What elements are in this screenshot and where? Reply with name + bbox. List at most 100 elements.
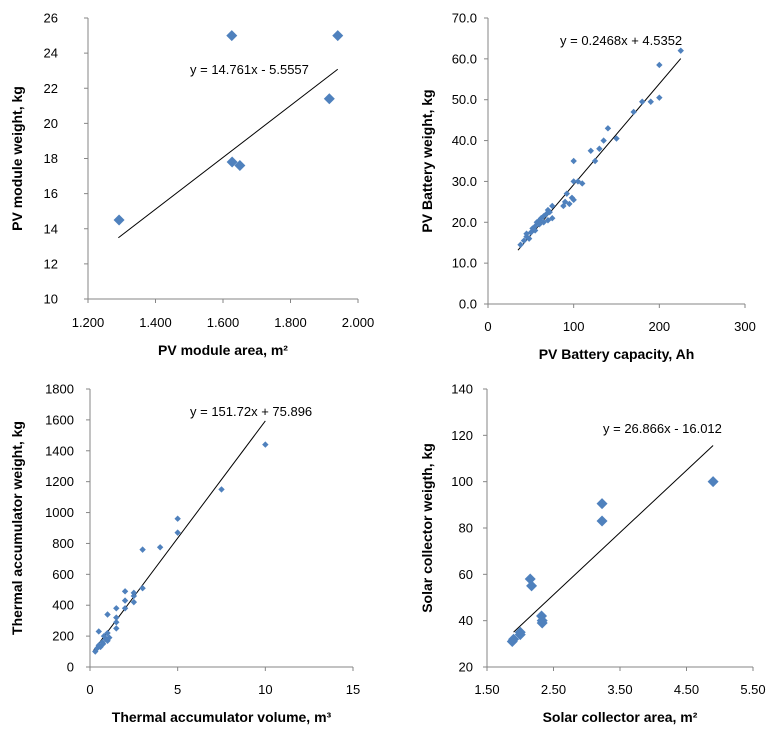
data-point <box>526 580 538 592</box>
data-point <box>591 157 599 165</box>
x-tick-label: 200 <box>648 319 670 334</box>
y-tick-label: 1400 <box>45 443 74 458</box>
data-point <box>226 30 238 42</box>
data-point <box>332 30 344 42</box>
y-axis-title: PV module weight, kg <box>9 86 25 231</box>
y-tick-label: 1800 <box>45 382 74 397</box>
data-point <box>106 634 113 641</box>
y-tick-label: 800 <box>52 536 74 551</box>
y-tick-label: 1600 <box>45 412 74 427</box>
data-point <box>570 196 577 204</box>
y-tick-label: 20 <box>459 660 473 675</box>
data-point <box>523 230 530 237</box>
data-point <box>656 94 663 101</box>
data-point <box>174 515 181 522</box>
x-tick-label: 15 <box>346 682 360 697</box>
y-tick-label: 30.0 <box>452 174 477 189</box>
data-point <box>596 498 608 510</box>
trendline-equation: y = 26.866x - 16.012 <box>603 421 722 436</box>
trendline <box>517 58 682 251</box>
data-point <box>130 598 138 606</box>
trendline <box>513 445 714 633</box>
y-tick-label: 120 <box>451 428 473 443</box>
chart-panel-4: 20 40 60 80 100 120 140 1.50 2.50 3.50 4.50 5.50 Sol… <box>419 382 766 726</box>
x-tick-label: 1.50 <box>474 682 499 697</box>
data-point <box>99 640 107 648</box>
y-tick-label: 70.0 <box>452 11 477 26</box>
y-tick-label: 26 <box>44 11 58 26</box>
y-tick-label: 200 <box>52 629 74 644</box>
data-point <box>121 605 129 612</box>
y-tick-label: 0 <box>67 660 74 675</box>
data-point <box>549 215 556 222</box>
data-point <box>543 210 550 218</box>
data-point <box>139 585 146 592</box>
data-point <box>262 441 269 448</box>
y-tick-label: 400 <box>52 598 74 613</box>
x-tick-label: 3.50 <box>607 682 632 697</box>
y-tick-label: 24 <box>44 46 58 61</box>
trendline <box>93 420 266 651</box>
data-point <box>104 611 111 618</box>
x-tick-label: 1.800 <box>274 315 307 330</box>
y-tick-label: 600 <box>52 567 74 582</box>
data-point <box>546 208 553 216</box>
data-point <box>531 223 539 230</box>
data-point <box>533 219 541 226</box>
data-point <box>113 214 125 226</box>
chart-panel-2: 0.0 10.0 20.0 30.0 40.0 50.0 60.0 70.0 0 100 200 30… <box>419 11 756 363</box>
x-tick-label: 5 <box>174 682 181 697</box>
data-point <box>630 108 637 116</box>
data-point <box>113 614 120 621</box>
trendline-equation: y = 14.761x - 5.5557 <box>190 62 309 77</box>
data-point <box>560 202 567 210</box>
data-point <box>104 637 111 644</box>
y-tick-label: 60 <box>459 567 473 582</box>
chart-panel-1: 10 12 14 16 18 20 22 24 26 1.200 1.400 1.600 1.800 2.… <box>9 11 374 359</box>
data-point <box>531 227 539 234</box>
y-tick-label: 60.0 <box>452 51 477 66</box>
data-point <box>537 215 545 222</box>
data-point <box>527 229 535 236</box>
data-point <box>587 147 594 154</box>
y-tick-label: 40.0 <box>452 133 477 148</box>
data-point <box>570 178 577 185</box>
data-point <box>568 194 576 201</box>
data-point <box>156 544 164 551</box>
data-point <box>174 529 181 536</box>
y-tick-label: 1200 <box>45 474 74 489</box>
x-axis-title: Thermal accumulator volume, m³ <box>112 709 332 725</box>
y-axis-title: Solar collector weigth, kg <box>419 443 435 613</box>
data-point <box>566 200 573 208</box>
data-point <box>218 486 225 493</box>
x-axis-title: PV module area, m² <box>158 342 288 358</box>
data-point <box>579 180 586 187</box>
y-tick-label: 20.0 <box>452 215 477 230</box>
x-tick-label: 5.50 <box>740 682 765 697</box>
y-tick-label: 14 <box>44 221 58 236</box>
data-point <box>604 125 612 132</box>
data-point <box>97 643 104 651</box>
data-point <box>100 632 108 640</box>
data-point <box>536 217 543 224</box>
y-tick-label: 10 <box>44 292 58 307</box>
y-tick-label: 0.0 <box>459 297 477 312</box>
data-point <box>563 190 571 197</box>
chart-panel-3: 0 200 400 600 800 1000 1200 1400 1600 1800 0 5 10 15 T… <box>9 382 360 726</box>
data-point <box>508 633 520 645</box>
data-point <box>707 476 719 488</box>
y-axis-title: Thermal accumulator weight, kg <box>9 421 25 635</box>
data-point <box>113 619 120 626</box>
data-point <box>647 98 654 105</box>
y-tick-label: 18 <box>44 151 58 166</box>
data-point <box>323 93 335 105</box>
x-tick-label: 1.200 <box>72 315 105 330</box>
y-axis-title: PV Battery weight, kg <box>419 89 435 232</box>
data-point <box>121 588 129 595</box>
data-point <box>102 636 109 643</box>
data-point <box>517 241 524 248</box>
data-point <box>596 145 603 152</box>
y-tick-label: 1000 <box>45 505 74 520</box>
x-tick-label: 2.000 <box>342 315 375 330</box>
data-point <box>121 597 129 604</box>
